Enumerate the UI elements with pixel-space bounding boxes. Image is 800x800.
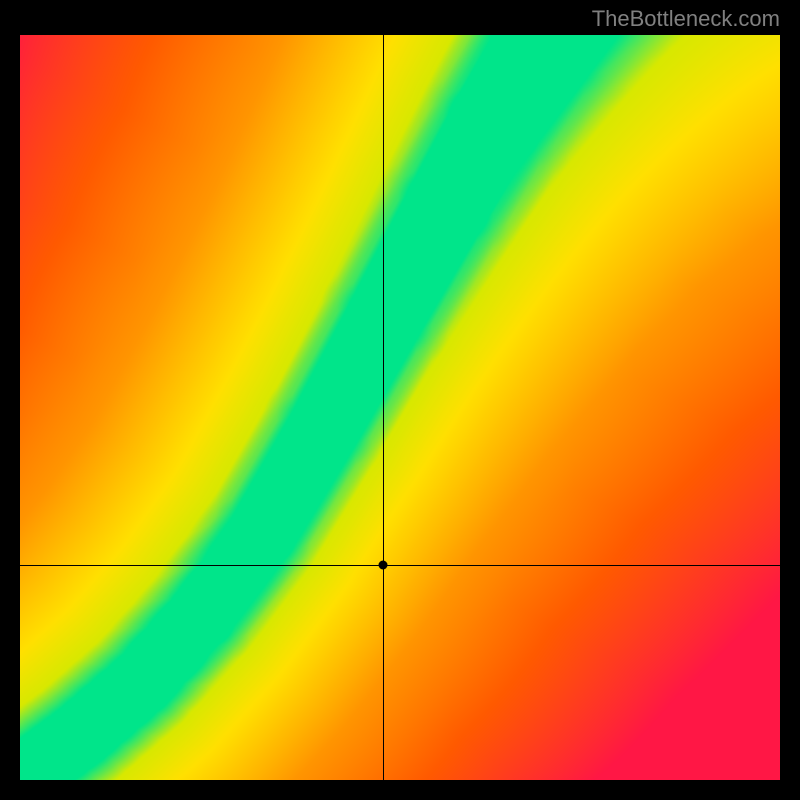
crosshair-marker: [378, 561, 387, 570]
heatmap-plot: [20, 35, 780, 780]
crosshair-horizontal: [20, 565, 780, 566]
heatmap-canvas: [20, 35, 780, 780]
crosshair-vertical: [383, 35, 384, 780]
watermark-text: TheBottleneck.com: [592, 6, 780, 32]
